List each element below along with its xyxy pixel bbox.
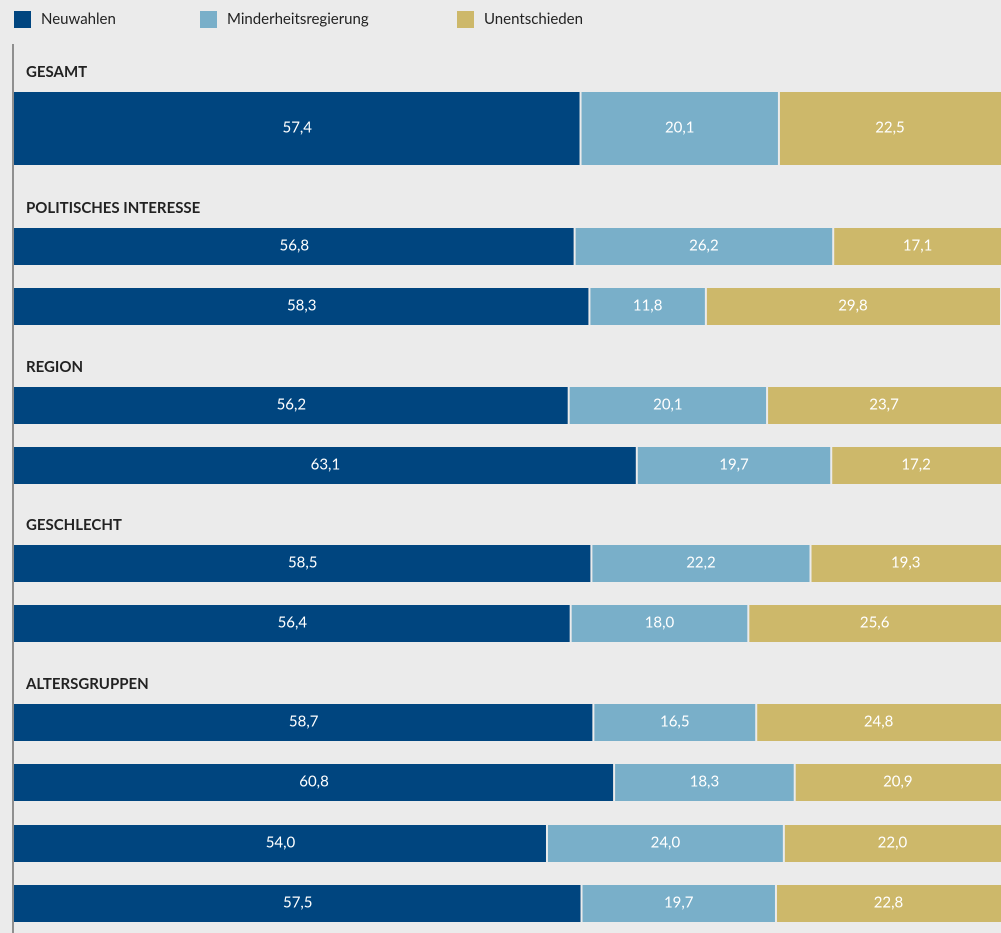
value-label: 22,5 [875, 118, 905, 136]
value-label: 24,8 [864, 712, 894, 730]
bar-segment [14, 288, 589, 325]
value-label: 19,7 [719, 455, 749, 473]
bar-segment [757, 704, 1001, 741]
value-label: 56,2 [277, 395, 307, 413]
bar-segment [776, 885, 1001, 922]
value-label: 58,3 [287, 296, 317, 314]
value-label: 58,7 [289, 712, 319, 730]
legend-label: Neuwahlen [41, 10, 116, 28]
legend-swatch [14, 11, 31, 28]
group-title: ALTERSGRUPPEN [25, 675, 149, 693]
bar-segment [14, 704, 593, 741]
group-title: GESAMT [26, 63, 87, 81]
group-title: POLITISCHES INTERESSE [26, 199, 201, 217]
bar-segment [14, 545, 591, 582]
bar-segment [637, 447, 831, 484]
group-title: GESCHLECHT [26, 516, 122, 534]
legend-label: Minderheitsregierung [227, 10, 369, 28]
bar-segment [14, 605, 570, 642]
bar-segment [768, 387, 1001, 424]
value-label: 18,0 [645, 613, 675, 631]
bar-segment [784, 825, 1001, 862]
bar-segment [14, 92, 580, 165]
bar-segment [749, 605, 1001, 642]
bar-segment [571, 605, 748, 642]
bar-segment [706, 288, 1001, 325]
value-label: 63,1 [311, 455, 341, 473]
bar-segment [834, 228, 1001, 265]
value-label: 56,8 [280, 236, 310, 254]
bar-segment [14, 387, 568, 424]
bar-segment [811, 545, 1001, 582]
value-label: 29,8 [838, 296, 868, 314]
value-label: 19,7 [664, 893, 694, 911]
bar-segment [581, 92, 778, 165]
bar-segment [14, 228, 574, 265]
value-label: 20,1 [665, 118, 695, 136]
value-label: 20,9 [883, 772, 913, 790]
value-label: 11,8 [633, 296, 663, 314]
value-label: 23,7 [869, 395, 899, 413]
bar-segment [569, 387, 767, 424]
bar-segment [14, 825, 546, 862]
bar-segment [832, 447, 1001, 484]
bar-segment [592, 545, 810, 582]
bar-segment [14, 885, 581, 922]
bar-segment [547, 825, 783, 862]
value-label: 56,4 [278, 613, 308, 631]
legend-swatch [457, 11, 474, 28]
bar-segment [582, 885, 775, 922]
bar-segment [594, 704, 756, 741]
value-label: 60,8 [299, 772, 329, 790]
bar-segment [14, 764, 614, 801]
value-label: 19,3 [891, 553, 921, 571]
value-label: 22,0 [878, 833, 908, 851]
value-label: 58,5 [288, 553, 318, 571]
group-title: REGION [26, 358, 83, 376]
value-label: 18,3 [690, 772, 720, 790]
value-label: 24,0 [651, 833, 681, 851]
bar-segment [615, 764, 794, 801]
value-label: 17,1 [903, 236, 933, 254]
bar-segment [779, 92, 1001, 165]
legend-label: Unentschieden [484, 10, 583, 28]
value-label: 22,2 [686, 553, 716, 571]
value-label: 25,6 [860, 613, 890, 631]
value-label: 57,5 [283, 893, 313, 911]
legend-swatch [200, 11, 217, 28]
bar-segment [795, 764, 1001, 801]
value-label: 26,2 [689, 236, 719, 254]
value-label: 22,8 [874, 893, 904, 911]
bar-segment [575, 228, 833, 265]
value-label: 16,5 [660, 712, 690, 730]
bar-segment [590, 288, 705, 325]
value-label: 54,0 [266, 833, 296, 851]
value-label: 17,2 [901, 455, 931, 473]
value-label: 57,4 [283, 118, 313, 136]
value-label: 20,1 [653, 395, 683, 413]
bar-segment [14, 447, 636, 484]
